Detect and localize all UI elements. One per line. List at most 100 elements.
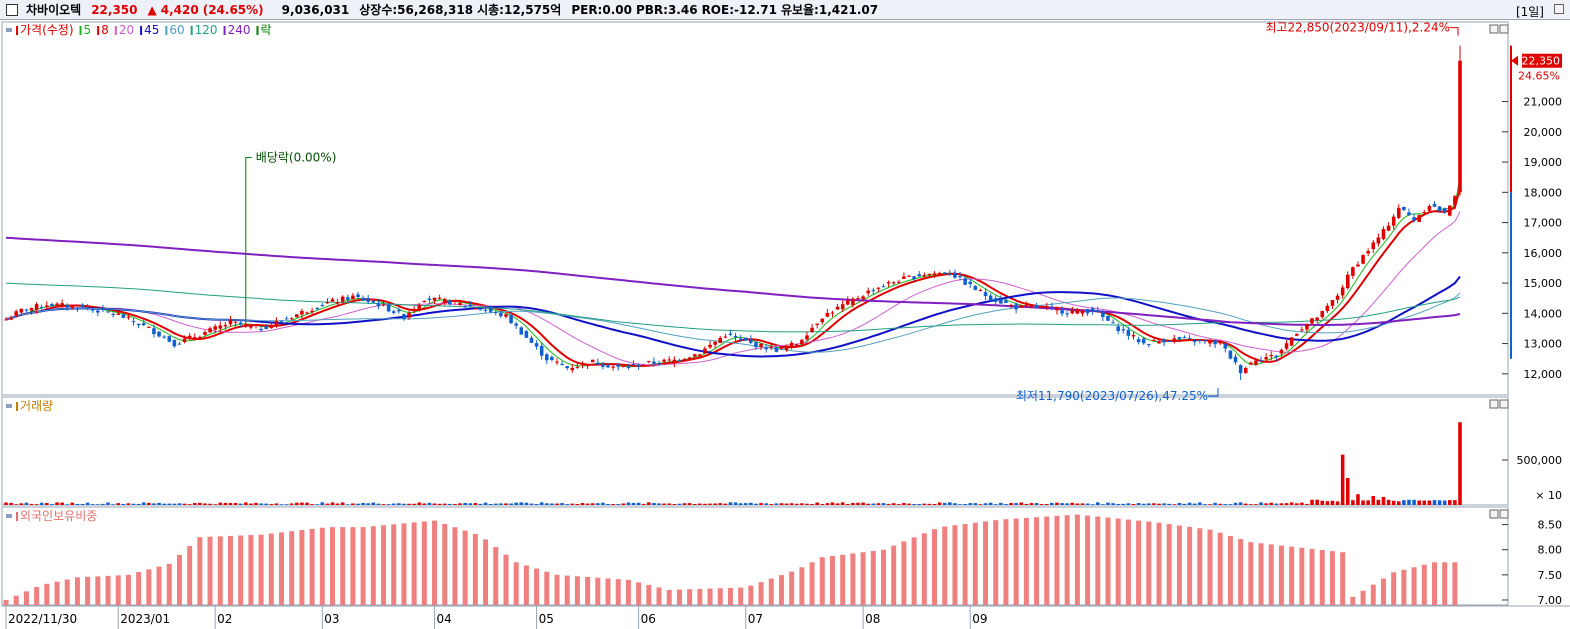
candle-body [1427,206,1432,211]
foreign-bar [176,554,182,605]
header-checkbox[interactable] [6,3,18,16]
x-tick-label: 03 [324,612,339,626]
volume-bar [958,504,962,505]
volume-bar [1264,503,1268,505]
current-price: 22,350 [91,2,138,17]
volume-bar [825,503,830,505]
foreign-bar [207,536,213,605]
volume-bar [1009,503,1013,505]
candle-body [325,302,330,304]
volume-bar [1080,503,1085,505]
candle-body [575,366,580,368]
foreign-bar [452,527,458,605]
candle-body [682,359,687,361]
volume-bar [667,503,672,505]
volume-bar [779,503,784,505]
foreign-bar [503,554,509,605]
foreign-bar [983,521,989,605]
x-tick-label: 2022/11/30 [8,612,77,626]
candle-body [90,309,95,311]
volume-bar [794,503,799,505]
candle-body [1412,217,1416,221]
candle-body [922,274,927,277]
volume-bar [1284,503,1289,505]
period-selector[interactable]: [1일] [1515,5,1544,19]
foreign-tick-label: 7.00 [1538,594,1563,607]
volume-bar [136,503,141,505]
foreign-bar [1095,516,1101,605]
candle-body [1366,251,1370,254]
volume-bar [922,503,927,505]
volume-bar [218,502,223,505]
volume-bar [534,503,539,505]
volume-bar [636,502,641,505]
candle-body [988,295,993,301]
candle-body [1386,225,1391,231]
candle-body [942,272,947,275]
volume-bar [1402,500,1406,505]
candle-body [1310,318,1314,324]
candle-body [687,357,692,359]
candle-body [1147,343,1151,345]
candle-body [269,325,274,328]
panel-minimize-button[interactable] [1489,399,1499,409]
candle-body [927,273,932,276]
foreign-bar [136,572,142,605]
candle-body [672,359,677,364]
candle-body [437,297,442,299]
candle-body [1376,237,1381,244]
volume-bar [524,502,529,505]
volume-bar [1345,478,1350,505]
candle-body [902,276,906,279]
foreign-bar [1391,572,1397,605]
candle-body [590,359,595,363]
panel-close-button[interactable] [1499,399,1509,409]
candle-body [1305,324,1309,330]
foreign-bar [819,557,825,605]
volume-bar [167,503,172,505]
candle-body [152,328,156,335]
volume-bar [284,504,289,505]
candle-body [570,367,575,371]
candle-body [264,326,268,330]
panel-minimize-button[interactable] [1489,24,1499,34]
foreign-bar [238,535,244,605]
foreign-bar [564,575,570,605]
volume-bar [738,503,743,505]
candle-body [1070,310,1075,314]
panel-close-button[interactable] [1499,509,1509,519]
volume-bar [1437,500,1442,505]
volume-legend-item: 거래량 [20,399,53,413]
foreign-bar [1431,562,1437,605]
panel-minimize-button[interactable] [1489,509,1499,519]
price-tick-label: 17,000 [1524,217,1563,230]
volume-bar [126,503,131,505]
volume-bar [1422,500,1427,505]
candle-body [116,313,121,315]
foreign-bar [1258,543,1264,605]
foreign-bar [911,537,917,605]
candle-body [789,342,794,347]
foreign-bar [411,522,417,605]
candle-body [1172,338,1177,341]
volume-bar [269,504,274,505]
candle-body [1034,305,1039,308]
candle-body [1152,340,1156,342]
volume-bar [509,503,513,505]
volume-bar [473,503,478,505]
volume-bar [942,502,947,505]
candle-body [320,305,325,307]
volume-bar [1147,503,1151,505]
foreign-bar [646,584,652,605]
foreign-bar [860,552,866,605]
volume-bar [376,503,381,505]
main-legend-swatch [79,26,82,35]
foreign-bar [1125,519,1131,605]
panel-close-button[interactable] [1499,24,1509,34]
volume-bar [310,504,314,505]
volume-bar [713,503,717,505]
candle-body [386,304,391,312]
volume-bar [101,503,105,505]
volume-bar [1366,500,1370,505]
window-close-button[interactable] [1554,4,1564,14]
